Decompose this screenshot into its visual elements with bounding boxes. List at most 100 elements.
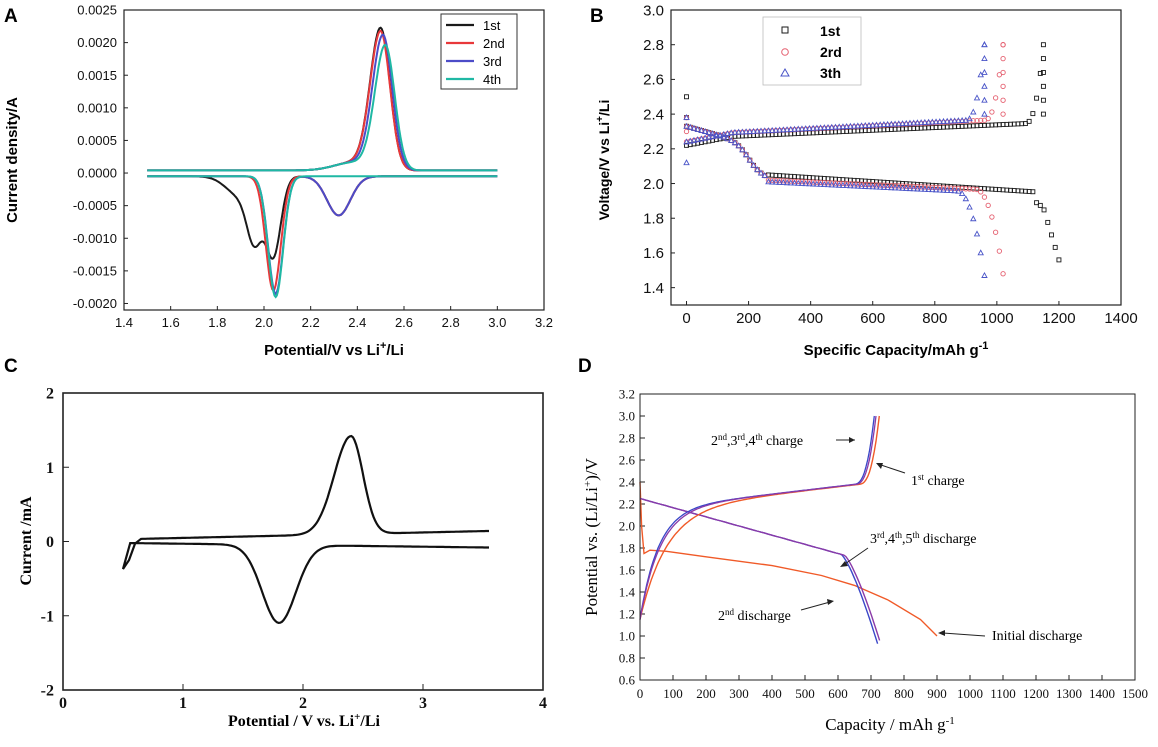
b-point-3th	[966, 115, 973, 122]
b-point-3th	[794, 125, 802, 132]
b-point-2rd	[769, 177, 775, 183]
b-point-3th	[791, 125, 798, 132]
legend-a-label-2: 2nd	[483, 36, 505, 51]
b-point-3th	[929, 118, 936, 125]
b-point-3th	[973, 94, 981, 101]
b-point-2rd	[840, 180, 846, 187]
b-x-tick-label: 200	[736, 310, 761, 327]
b-point-3th	[813, 124, 821, 131]
b-point-1st	[1052, 244, 1058, 250]
c-y-tick-label: 0	[46, 534, 54, 551]
b-point-3th	[914, 119, 921, 126]
b-point-1st	[1040, 83, 1046, 89]
b-point-3th	[981, 271, 988, 278]
b-point-3th	[806, 124, 813, 131]
b-point-2rd	[799, 178, 805, 185]
b-point-3th	[683, 114, 690, 121]
b-point-3th	[783, 179, 791, 186]
panel-label-c: C	[4, 356, 18, 377]
a-y-tick-label: 0.0010	[77, 100, 117, 115]
b-point-2rd	[836, 180, 842, 186]
b-point-3th	[828, 181, 836, 188]
y-axis-title-d: Potential vs. (Li/Li+)/V	[582, 457, 601, 616]
b-point-2rd	[981, 194, 988, 200]
b-x-tick-label: 1400	[1104, 310, 1137, 327]
legend-b-label-2: 2rd	[820, 44, 842, 60]
d-y-tick-label: 1.4	[619, 585, 636, 600]
legend-b-marker-3	[780, 67, 790, 77]
a-y-tick-label: 0.0000	[77, 166, 117, 181]
b-point-3th	[754, 127, 761, 134]
b-point-3th	[925, 185, 932, 192]
b-point-2rd	[978, 189, 984, 195]
b-point-3th	[828, 123, 836, 130]
b-point-1st	[1040, 97, 1046, 103]
b-point-2rd	[795, 178, 801, 185]
b-point-3th	[958, 116, 966, 123]
d-x-tick-label: 600	[828, 686, 848, 701]
d-x-tick-label: 1100	[990, 686, 1016, 701]
b-point-3th	[698, 135, 705, 142]
b-point-3th	[824, 181, 832, 188]
d-series-initial-discharge	[639, 481, 938, 637]
b-point-3th	[835, 123, 843, 130]
b-point-2rd	[944, 185, 950, 191]
b-point-2rd	[940, 185, 947, 191]
arrow-charge-1	[877, 463, 906, 474]
b-point-3th	[787, 125, 795, 132]
b-point-3th	[921, 185, 929, 192]
b-point-3th	[701, 134, 709, 141]
b-point-2rd	[937, 185, 943, 191]
b-point-2rd	[948, 185, 954, 191]
b-point-2rd	[773, 177, 779, 184]
a-y-tick-label: -0.0010	[73, 231, 117, 246]
b-point-2rd	[974, 186, 980, 193]
b-point-3th	[869, 121, 876, 128]
d-y-tick-label: 3.2	[619, 387, 635, 402]
b-point-3th	[742, 128, 750, 135]
b-point-3th	[973, 230, 981, 237]
b-point-2rd	[817, 179, 824, 186]
b-y-tick-label: 2.4	[643, 106, 664, 123]
legend-b-label-1: 1st	[820, 23, 841, 39]
b-point-3th	[895, 184, 903, 191]
b-point-2rd	[1000, 83, 1006, 90]
d-x-tick-label: 800	[894, 686, 914, 701]
b-point-3th	[772, 178, 780, 185]
b-point-1st	[1041, 207, 1047, 213]
b-point-2rd	[873, 182, 880, 188]
b-point-3th	[783, 126, 791, 133]
b-point-3th	[817, 124, 824, 131]
b-point-3th	[884, 120, 891, 127]
x-axis-title-a: Potential/V vs Li+/Li	[264, 340, 404, 359]
c-x-tick-label: 1	[179, 695, 187, 712]
d-y-tick-label: 1.8	[619, 541, 635, 556]
legend-b-label-3: 3th	[820, 65, 841, 81]
b-point-3th	[966, 203, 973, 210]
annotation-initial-discharge: Initial discharge	[992, 629, 1082, 644]
b-point-1st	[1040, 111, 1046, 117]
b-point-2rd	[870, 182, 876, 188]
b-point-2rd	[806, 179, 813, 185]
b-point-2rd	[978, 117, 984, 124]
b-point-3th	[705, 133, 713, 140]
c-y-tick-label: 2	[46, 386, 54, 403]
a-x-tick-label: 2.2	[302, 315, 320, 330]
b-point-3th	[880, 121, 888, 128]
b-point-3th	[824, 123, 832, 130]
b-point-3th	[686, 137, 694, 144]
d-y-tick-label: 3.0	[619, 409, 635, 424]
b-point-3th	[761, 172, 768, 179]
b-point-3th	[709, 133, 716, 140]
b-point-2rd	[933, 184, 939, 191]
b-point-3th	[809, 124, 817, 131]
b-point-3th	[780, 179, 787, 186]
a-series-2-reduction	[147, 175, 498, 292]
b-point-3th	[750, 161, 757, 168]
d-y-tick-label: 2.4	[619, 475, 636, 490]
b-point-1st	[1030, 111, 1036, 117]
b-point-3th	[683, 138, 690, 145]
b-point-3th	[746, 156, 754, 163]
